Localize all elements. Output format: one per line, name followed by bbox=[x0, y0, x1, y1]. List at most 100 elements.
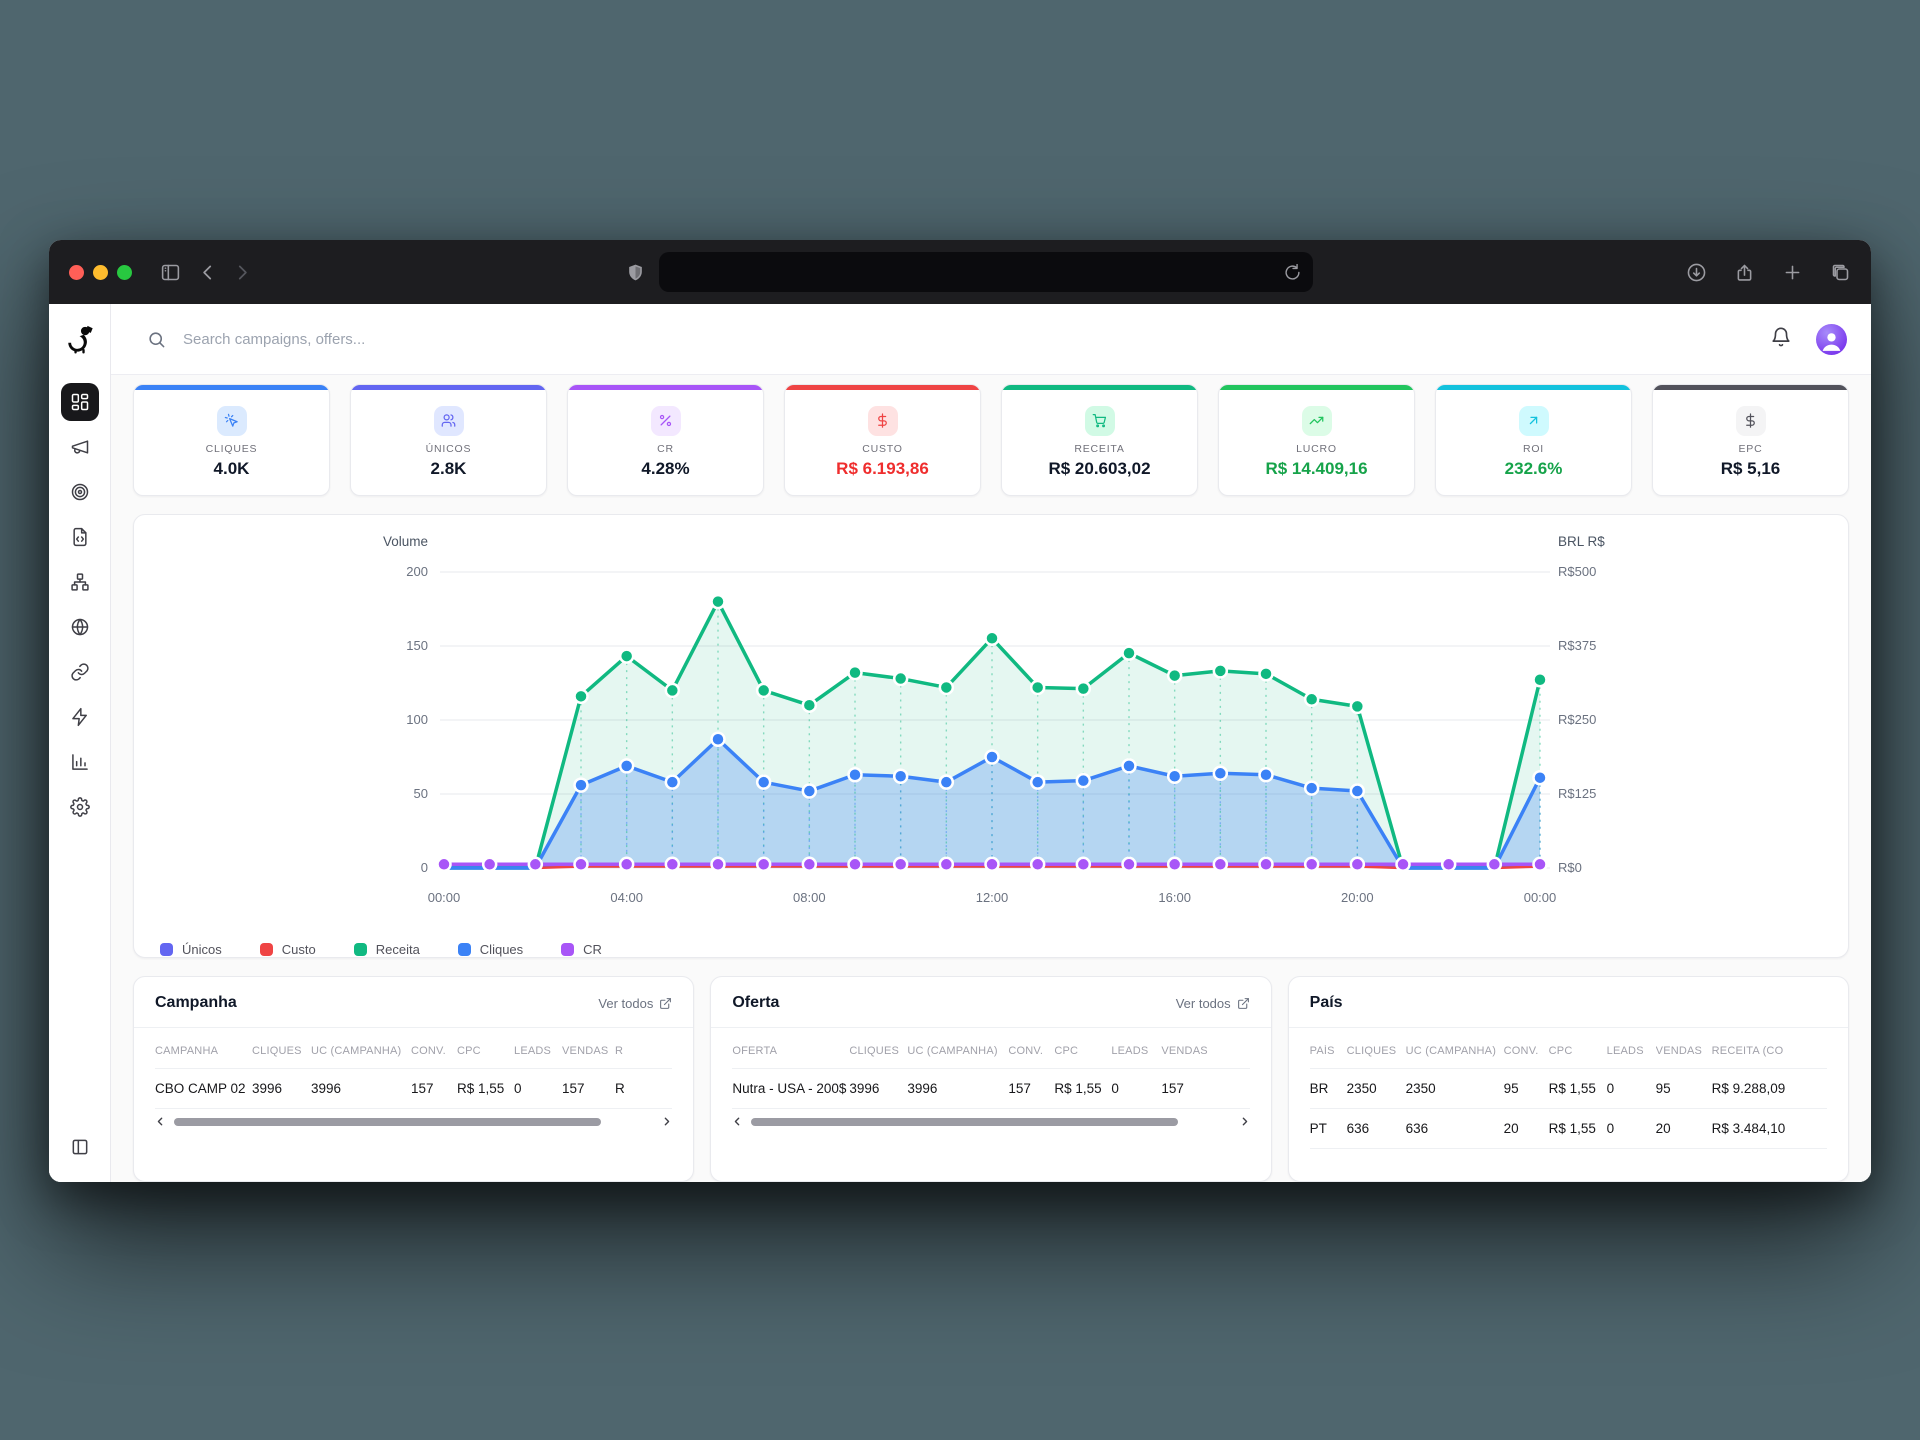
stat-accent-bar bbox=[134, 385, 329, 390]
legend-swatch bbox=[259, 943, 273, 956]
chevron-right-icon bbox=[664, 1117, 670, 1126]
ver-todos-link[interactable]: Ver todos bbox=[1176, 996, 1250, 1011]
volume-chart-svg: 0 R$0 50 R$125 100 R$250 150 R$375 200 R$500 Volum… bbox=[383, 534, 1605, 905]
dog-logo-icon bbox=[67, 325, 93, 354]
column-header: CPC bbox=[1548, 1045, 1573, 1057]
sidebar-item-campaigns[interactable] bbox=[61, 428, 99, 466]
stat-label: LUCRO bbox=[1296, 442, 1337, 455]
table-cell: 0 bbox=[1111, 1081, 1119, 1096]
chevron-left-icon bbox=[157, 1117, 163, 1126]
sidebar-item-automations[interactable] bbox=[61, 698, 99, 736]
notifications-button[interactable] bbox=[1770, 326, 1792, 353]
legend-swatch bbox=[561, 943, 575, 956]
window-controls bbox=[69, 264, 132, 280]
network-icon bbox=[70, 573, 89, 591]
volume-chart-card: 0 R$0 50 R$125 100 R$250 150 R$375 200 R$500 Volum… bbox=[133, 514, 1849, 958]
new-tab-button[interactable] bbox=[1782, 262, 1803, 283]
scroll-left-button[interactable] bbox=[732, 1116, 743, 1127]
sidebar-toggle-icon bbox=[161, 264, 180, 280]
forward-button[interactable] bbox=[231, 262, 252, 283]
scroll-left-button[interactable] bbox=[155, 1116, 166, 1127]
table-row[interactable]: Nutra - USA - 200$ 3996 3996 157 R$ 1,55 0 157 bbox=[732, 1069, 1250, 1109]
url-bar[interactable] bbox=[658, 252, 1313, 292]
scroll-right-button[interactable] bbox=[661, 1116, 672, 1127]
table-cell: 157 bbox=[1161, 1081, 1184, 1096]
search-input[interactable] bbox=[181, 329, 605, 349]
stat-icon-chip bbox=[867, 405, 898, 436]
table-row[interactable]: CBO CAMP 02 3996 3996 157 R$ 1,55 0 157 R bbox=[155, 1069, 673, 1109]
column-header: LEADS bbox=[1606, 1045, 1644, 1057]
stat-card-unicos[interactable]: ÚNICOS 2.8K bbox=[350, 384, 547, 496]
user-avatar[interactable] bbox=[1816, 323, 1847, 355]
stat-card-custo[interactable]: CUSTO R$ 6.193,86 bbox=[784, 384, 981, 496]
scroll-right-button[interactable] bbox=[1239, 1116, 1250, 1127]
app-root: CLIQUES 4.0K ÚNICOS 2.8K CR 4.28% CUSTO … bbox=[49, 304, 1871, 1182]
stat-card-roi[interactable]: ROI 232.6% bbox=[1435, 384, 1632, 496]
globe-icon bbox=[71, 618, 88, 636]
stat-icon-chip bbox=[1518, 405, 1549, 436]
legend-label: Custo bbox=[281, 942, 316, 957]
stat-value: R$ 6.193,86 bbox=[836, 458, 929, 478]
column-header: CPC bbox=[457, 1045, 481, 1057]
table-cell: 2350 bbox=[1405, 1081, 1436, 1096]
minimize-button[interactable] bbox=[93, 264, 108, 280]
table-row[interactable]: PT 636 636 20 R$ 1,55 0 20 R$ 3.484,10 bbox=[1309, 1109, 1827, 1149]
stat-accent-bar bbox=[568, 385, 763, 390]
sidebar-item-links[interactable] bbox=[61, 653, 99, 691]
stat-label: RECEITA bbox=[1074, 442, 1125, 455]
sidebar-collapse-button[interactable] bbox=[61, 1128, 99, 1166]
scrollbar-track[interactable] bbox=[748, 1117, 1233, 1126]
table-cell: 0 bbox=[514, 1081, 522, 1096]
sidebar-toggle-button[interactable] bbox=[160, 262, 181, 283]
shield-button[interactable] bbox=[626, 263, 645, 282]
table-cell: R$ 1,55 bbox=[457, 1081, 505, 1096]
legend-item-receita[interactable]: Receita bbox=[353, 942, 420, 957]
stat-value: 232.6% bbox=[1504, 458, 1563, 478]
downloads-button[interactable] bbox=[1686, 262, 1707, 283]
chevron-left-icon bbox=[203, 265, 212, 279]
chart-legend: Únicos Custo Receita Cliques CR bbox=[158, 930, 1824, 957]
svg-text:R$125: R$125 bbox=[1558, 786, 1596, 801]
stat-card-lucro[interactable]: LUCRO R$ 14.409,16 bbox=[1218, 384, 1415, 496]
bell-icon bbox=[1772, 327, 1790, 346]
table-cell: 3996 bbox=[849, 1081, 880, 1096]
column-header: CLIQUES bbox=[1346, 1045, 1397, 1057]
table-row[interactable]: BR 2350 2350 95 R$ 1,55 0 95 R$ 9.288,09 bbox=[1309, 1069, 1827, 1109]
sidebar-item-dashboard[interactable] bbox=[60, 383, 99, 421]
ver-todos-label: Ver todos bbox=[598, 995, 654, 1011]
tab-overview-button[interactable] bbox=[1830, 262, 1851, 283]
share-button[interactable] bbox=[1734, 262, 1755, 283]
table-cell: 95 bbox=[1655, 1081, 1671, 1096]
back-button[interactable] bbox=[198, 262, 219, 283]
scrollbar-thumb[interactable] bbox=[751, 1117, 1179, 1126]
table-cell: 157 bbox=[411, 1081, 434, 1096]
legend-item-cr[interactable]: CR bbox=[561, 942, 602, 957]
sidebar-item-funnels[interactable] bbox=[61, 563, 99, 601]
sidebar-item-landing-pages[interactable] bbox=[61, 518, 99, 556]
legend-item-custo[interactable]: Custo bbox=[259, 942, 316, 957]
app-logo[interactable] bbox=[65, 304, 95, 374]
search-box[interactable] bbox=[147, 329, 1770, 349]
column-header: VENDAS bbox=[1161, 1045, 1208, 1057]
stat-card-epc[interactable]: EPC R$ 5,16 bbox=[1652, 384, 1849, 496]
table-card-pais: País PAÍS CLIQUES UC (CAMPANHA) CONV. CPC LEA… bbox=[1287, 976, 1849, 1182]
legend-item-cliques[interactable]: Cliques bbox=[457, 942, 523, 957]
close-button[interactable] bbox=[69, 264, 84, 280]
stat-card-cliques[interactable]: CLIQUES 4.0K bbox=[133, 384, 330, 496]
zoom-button[interactable] bbox=[117, 264, 132, 280]
sidebar-item-domains[interactable] bbox=[61, 608, 99, 646]
column-header: CLIQUES bbox=[252, 1045, 302, 1057]
table-cell: CBO CAMP 02 bbox=[155, 1081, 246, 1096]
scrollbar-thumb[interactable] bbox=[174, 1117, 602, 1126]
reload-button[interactable] bbox=[1284, 263, 1301, 281]
sidebar-item-settings[interactable] bbox=[61, 788, 99, 826]
ver-todos-link[interactable]: Ver todos bbox=[598, 996, 672, 1011]
stat-icon-chip bbox=[650, 405, 681, 436]
sidebar-item-offers[interactable] bbox=[61, 473, 99, 511]
stat-card-receita[interactable]: RECEITA R$ 20.603,02 bbox=[1001, 384, 1198, 496]
svg-text:BRL R$: BRL R$ bbox=[1558, 534, 1605, 549]
legend-item-unicos[interactable]: Únicos bbox=[160, 942, 222, 957]
scrollbar-track[interactable] bbox=[171, 1117, 656, 1126]
stat-card-cr[interactable]: CR 4.28% bbox=[567, 384, 764, 496]
sidebar-item-reports[interactable] bbox=[61, 743, 99, 781]
